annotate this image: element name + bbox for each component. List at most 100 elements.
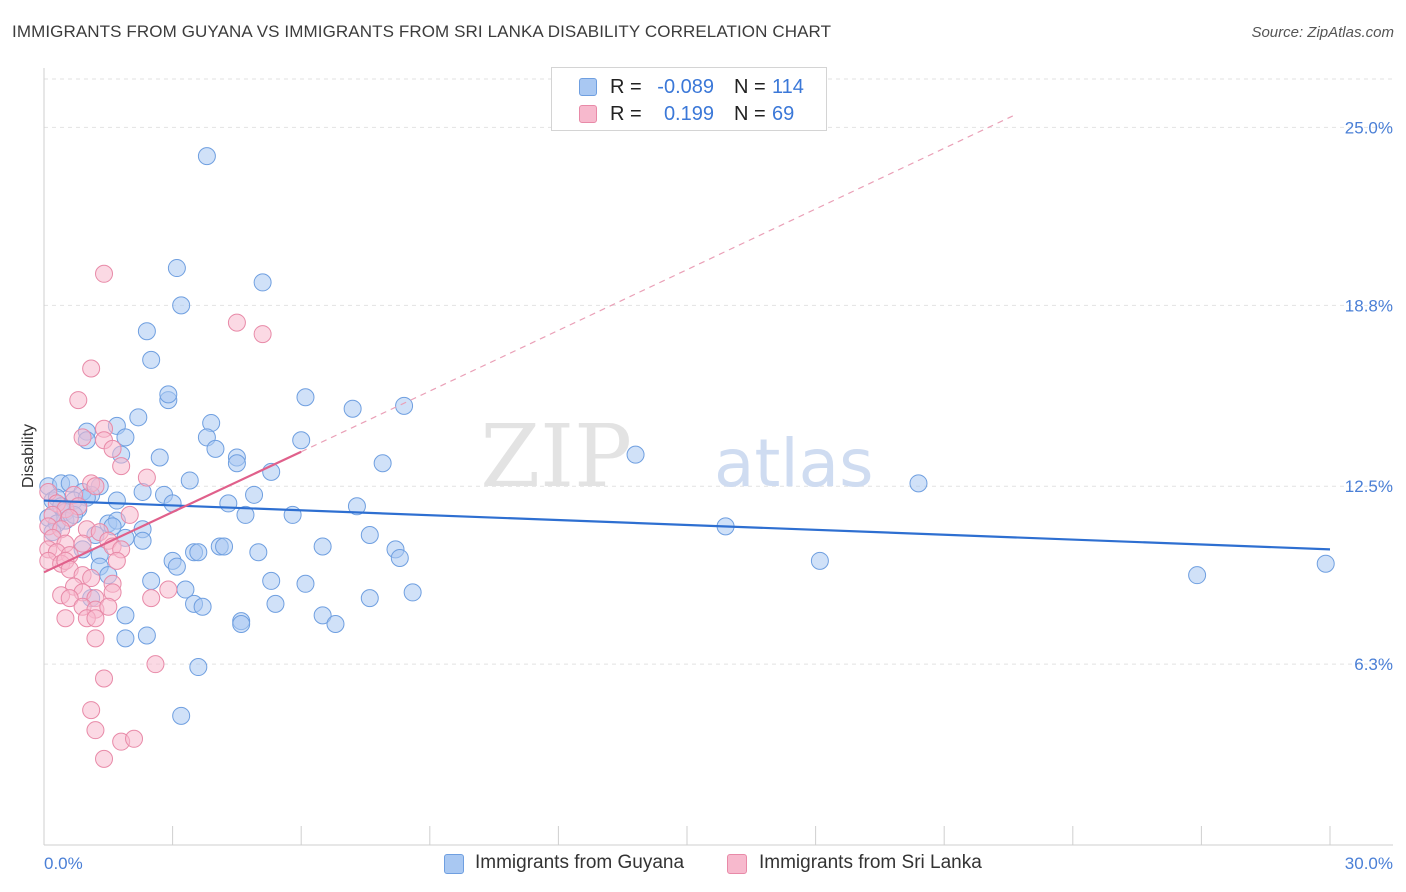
data-point-guyana bbox=[219, 494, 238, 513]
data-point-guyana bbox=[296, 388, 315, 407]
data-point-guyana bbox=[390, 548, 409, 567]
legend-r-value: 0.199 bbox=[663, 103, 714, 125]
stats-legend: R = -0.089 N = 114 R = 0.199 N = 69 bbox=[551, 67, 827, 131]
data-point-guyana bbox=[215, 537, 234, 556]
trend-lines bbox=[43, 115, 1331, 574]
data-point-guyana bbox=[373, 454, 392, 473]
data-point-guyana bbox=[360, 589, 379, 608]
data-point-guyana bbox=[129, 408, 148, 427]
data-point-srilanka bbox=[73, 428, 92, 447]
data-point-guyana bbox=[253, 273, 272, 292]
data-point-guyana bbox=[167, 259, 186, 278]
data-point-srilanka bbox=[82, 701, 101, 720]
data-point-srilanka bbox=[142, 589, 161, 608]
data-point-srilanka bbox=[82, 569, 101, 588]
data-point-guyana bbox=[262, 571, 281, 590]
data-point-guyana bbox=[232, 614, 251, 633]
data-point-guyana bbox=[116, 606, 135, 625]
data-point-guyana bbox=[343, 399, 362, 418]
data-point-srilanka bbox=[56, 609, 75, 628]
watermark: ZIP atlas bbox=[480, 407, 873, 507]
data-point-srilanka bbox=[103, 439, 122, 458]
data-point-srilanka bbox=[82, 359, 101, 378]
data-point-srilanka bbox=[95, 749, 114, 768]
data-point-guyana bbox=[107, 491, 126, 510]
data-point-guyana bbox=[626, 445, 645, 464]
y-tick-label: 12.5% bbox=[1345, 477, 1393, 496]
data-point-guyana bbox=[347, 497, 366, 516]
data-point-guyana bbox=[150, 448, 169, 467]
data-point-guyana bbox=[172, 296, 191, 315]
y-tick-label: 6.3% bbox=[1354, 655, 1393, 674]
data-point-guyana bbox=[395, 396, 414, 415]
data-point-srilanka bbox=[86, 609, 105, 628]
axes bbox=[43, 68, 1393, 846]
data-point-guyana bbox=[909, 474, 928, 493]
data-point-guyana bbox=[137, 626, 156, 645]
data-point-srilanka bbox=[112, 457, 131, 476]
data-point-guyana bbox=[313, 537, 332, 556]
data-point-srilanka bbox=[86, 629, 105, 648]
legend-row-srilanka: R = 0.199 N = 69 bbox=[552, 101, 826, 127]
legend-row-guyana: R = -0.089 N = 114 bbox=[552, 74, 826, 100]
data-point-guyana bbox=[142, 350, 161, 369]
data-point-guyana bbox=[193, 597, 212, 616]
x-tick-min: 0.0% bbox=[44, 854, 83, 873]
watermark-zip: ZIP bbox=[480, 407, 632, 507]
data-point-srilanka bbox=[107, 551, 126, 570]
data-point-guyana bbox=[133, 531, 152, 550]
data-point-guyana bbox=[180, 471, 199, 490]
trend-line-srilanka-extended bbox=[300, 115, 1014, 453]
data-point-srilanka bbox=[95, 264, 114, 283]
data-point-guyana bbox=[116, 629, 135, 648]
trend-line-guyana bbox=[43, 499, 1331, 551]
data-point-guyana bbox=[1188, 566, 1207, 585]
legend-n-label: N = bbox=[734, 103, 766, 125]
legend-swatch-guyana bbox=[579, 78, 597, 96]
chart-title: IMMIGRANTS FROM GUYANA VS IMMIGRANTS FRO… bbox=[12, 22, 832, 41]
data-point-guyana bbox=[249, 543, 268, 562]
data-point-guyana bbox=[313, 606, 332, 625]
data-point-guyana bbox=[137, 322, 156, 341]
legend-r-value: -0.089 bbox=[657, 76, 714, 98]
data-point-guyana bbox=[1316, 554, 1335, 573]
data-points bbox=[39, 147, 1335, 768]
data-point-guyana bbox=[206, 439, 225, 458]
data-point-guyana bbox=[810, 551, 829, 570]
legend-swatch-srilanka bbox=[579, 105, 597, 123]
data-point-srilanka bbox=[99, 597, 118, 616]
data-point-srilanka bbox=[73, 534, 92, 553]
data-point-guyana bbox=[296, 574, 315, 593]
tick-labels: 0.0% 30.0% 6.3% 12.5% 18.8% 25.0% bbox=[44, 118, 1393, 873]
y-axis-label: Disability bbox=[20, 424, 37, 488]
y-tick-label: 25.0% bbox=[1345, 118, 1393, 137]
data-point-guyana bbox=[116, 428, 135, 447]
data-point-srilanka bbox=[69, 391, 88, 410]
data-point-guyana bbox=[292, 431, 311, 450]
watermark-atlas: atlas bbox=[714, 425, 874, 502]
data-point-guyana bbox=[245, 485, 264, 504]
series-legend: Immigrants from Guyana Immigrants from S… bbox=[0, 852, 1406, 878]
legend-r-label: R = bbox=[610, 76, 642, 98]
data-point-guyana bbox=[172, 706, 191, 725]
legend-label-guyana: Immigrants from Guyana bbox=[475, 852, 685, 873]
data-point-srilanka bbox=[137, 468, 156, 487]
data-point-guyana bbox=[189, 658, 208, 677]
data-point-guyana bbox=[266, 594, 285, 613]
data-point-srilanka bbox=[120, 505, 139, 524]
data-point-guyana bbox=[403, 583, 422, 602]
data-point-guyana bbox=[360, 526, 379, 544]
legend-label-srilanka: Immigrants from Sri Lanka bbox=[759, 852, 982, 873]
data-point-guyana bbox=[227, 454, 246, 473]
legend-n-value: 114 bbox=[772, 76, 804, 98]
data-point-srilanka bbox=[146, 655, 165, 674]
data-point-srilanka bbox=[86, 721, 105, 740]
legend-r-label: R = bbox=[610, 103, 642, 125]
legend-swatch-srilanka bbox=[727, 854, 747, 874]
data-point-srilanka bbox=[95, 669, 114, 688]
x-tick-max: 30.0% bbox=[1345, 854, 1393, 873]
data-point-srilanka bbox=[253, 325, 272, 344]
legend-swatch-guyana bbox=[444, 854, 464, 874]
data-point-guyana bbox=[189, 543, 208, 562]
